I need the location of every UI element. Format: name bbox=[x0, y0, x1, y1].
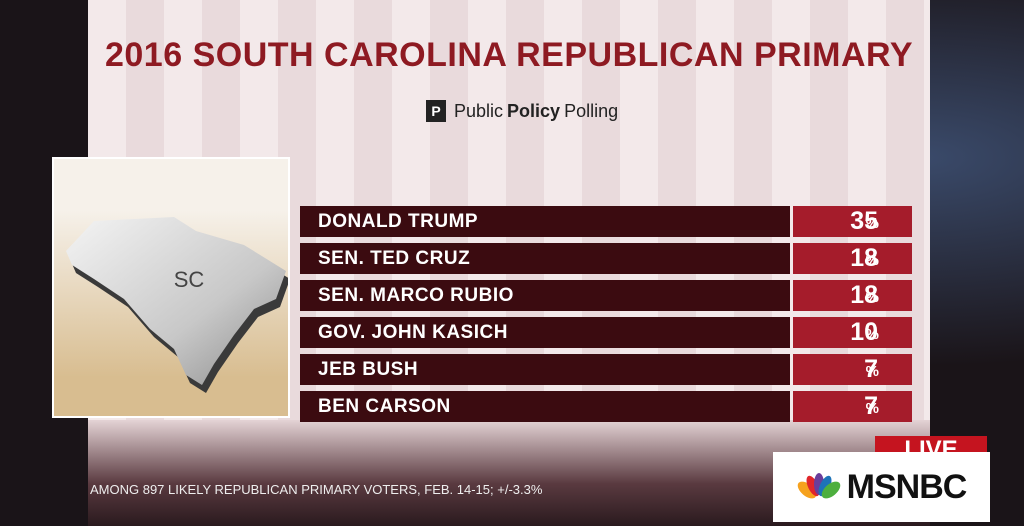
result-cell: 10% bbox=[793, 317, 912, 348]
candidate-name: BEN CARSON bbox=[300, 391, 790, 422]
result-cell: 7% bbox=[793, 391, 912, 422]
result-value: 18 bbox=[850, 244, 878, 272]
result-row: SEN. TED CRUZ 18% bbox=[300, 243, 912, 274]
result-cell: 18% bbox=[793, 280, 912, 311]
result-row: SEN. MARCO RUBIO 18% bbox=[300, 280, 912, 311]
result-value: 18 bbox=[850, 281, 878, 309]
candidate-name: DONALD TRUMP bbox=[300, 206, 790, 237]
result-cell: 7% bbox=[793, 354, 912, 385]
source-word: Policy bbox=[507, 100, 561, 121]
result-unit: % bbox=[865, 289, 879, 306]
result-unit: % bbox=[865, 252, 879, 269]
candidate-name: SEN. MARCO RUBIO bbox=[300, 280, 790, 311]
network-logo: MSNBC bbox=[773, 452, 990, 522]
title: 2016 SOUTH CAROLINA REPUBLICAN PRIMARY bbox=[104, 36, 913, 74]
result-row: BEN CARSON 7% bbox=[300, 391, 912, 422]
state-map: SC bbox=[66, 217, 290, 393]
peacock bbox=[797, 473, 840, 499]
result-row: JEB BUSH 7% bbox=[300, 354, 912, 385]
state-shape bbox=[66, 217, 286, 385]
candidate-name: JEB BUSH bbox=[300, 354, 790, 385]
source-logo: P Public Policy Polling bbox=[426, 100, 618, 122]
map-label: SC bbox=[174, 267, 205, 292]
result-unit: % bbox=[865, 363, 879, 380]
result-row: DONALD TRUMP 35% bbox=[300, 206, 912, 237]
network-name: MSNBC bbox=[846, 467, 968, 506]
result-value: 7 bbox=[864, 355, 878, 383]
source-word: Polling bbox=[564, 100, 619, 121]
result-unit: % bbox=[865, 400, 879, 417]
result-unit: % bbox=[865, 215, 879, 232]
result-value: 10 bbox=[850, 318, 878, 346]
logo-mark: P bbox=[426, 100, 446, 122]
result-value: 7 bbox=[864, 392, 878, 420]
result-cell: 35% bbox=[793, 206, 912, 237]
candidate-name: SEN. TED CRUZ bbox=[300, 243, 790, 274]
source-word: Public bbox=[454, 100, 504, 121]
candidate-name: GOV. JOHN KASICH bbox=[300, 317, 790, 348]
result-cell: 18% bbox=[793, 243, 912, 274]
result-unit: % bbox=[865, 326, 879, 343]
footnote: AMONG 897 LIKELY REPUBLICAN PRIMARY VOTE… bbox=[90, 482, 543, 497]
result-row: GOV. JOHN KASICH 10% bbox=[300, 317, 912, 348]
map-box: SC bbox=[52, 157, 290, 418]
result-value: 35 bbox=[850, 207, 878, 235]
